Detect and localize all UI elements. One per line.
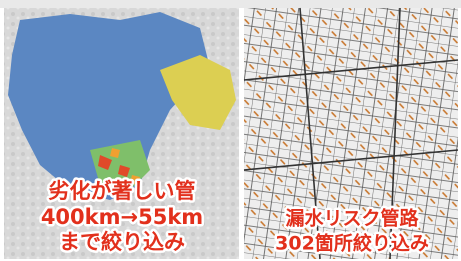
caption-line: 400km→55km — [41, 205, 203, 229]
caption-line: 劣化が著しい管 — [49, 179, 196, 203]
cut-header — [0, 0, 461, 8]
caption-line: 漏水リスク管路 — [285, 207, 419, 230]
caption-line: 302箇所絞り込み — [275, 232, 429, 255]
caption-line: まで絞り込み — [59, 230, 185, 254]
left-caption: 劣化が著しい管 400km→55km まで絞り込み — [41, 179, 203, 254]
figure: 劣化が著しい管 400km→55km まで絞り込み 漏水リスク管路 302箇所絞… — [0, 0, 461, 261]
